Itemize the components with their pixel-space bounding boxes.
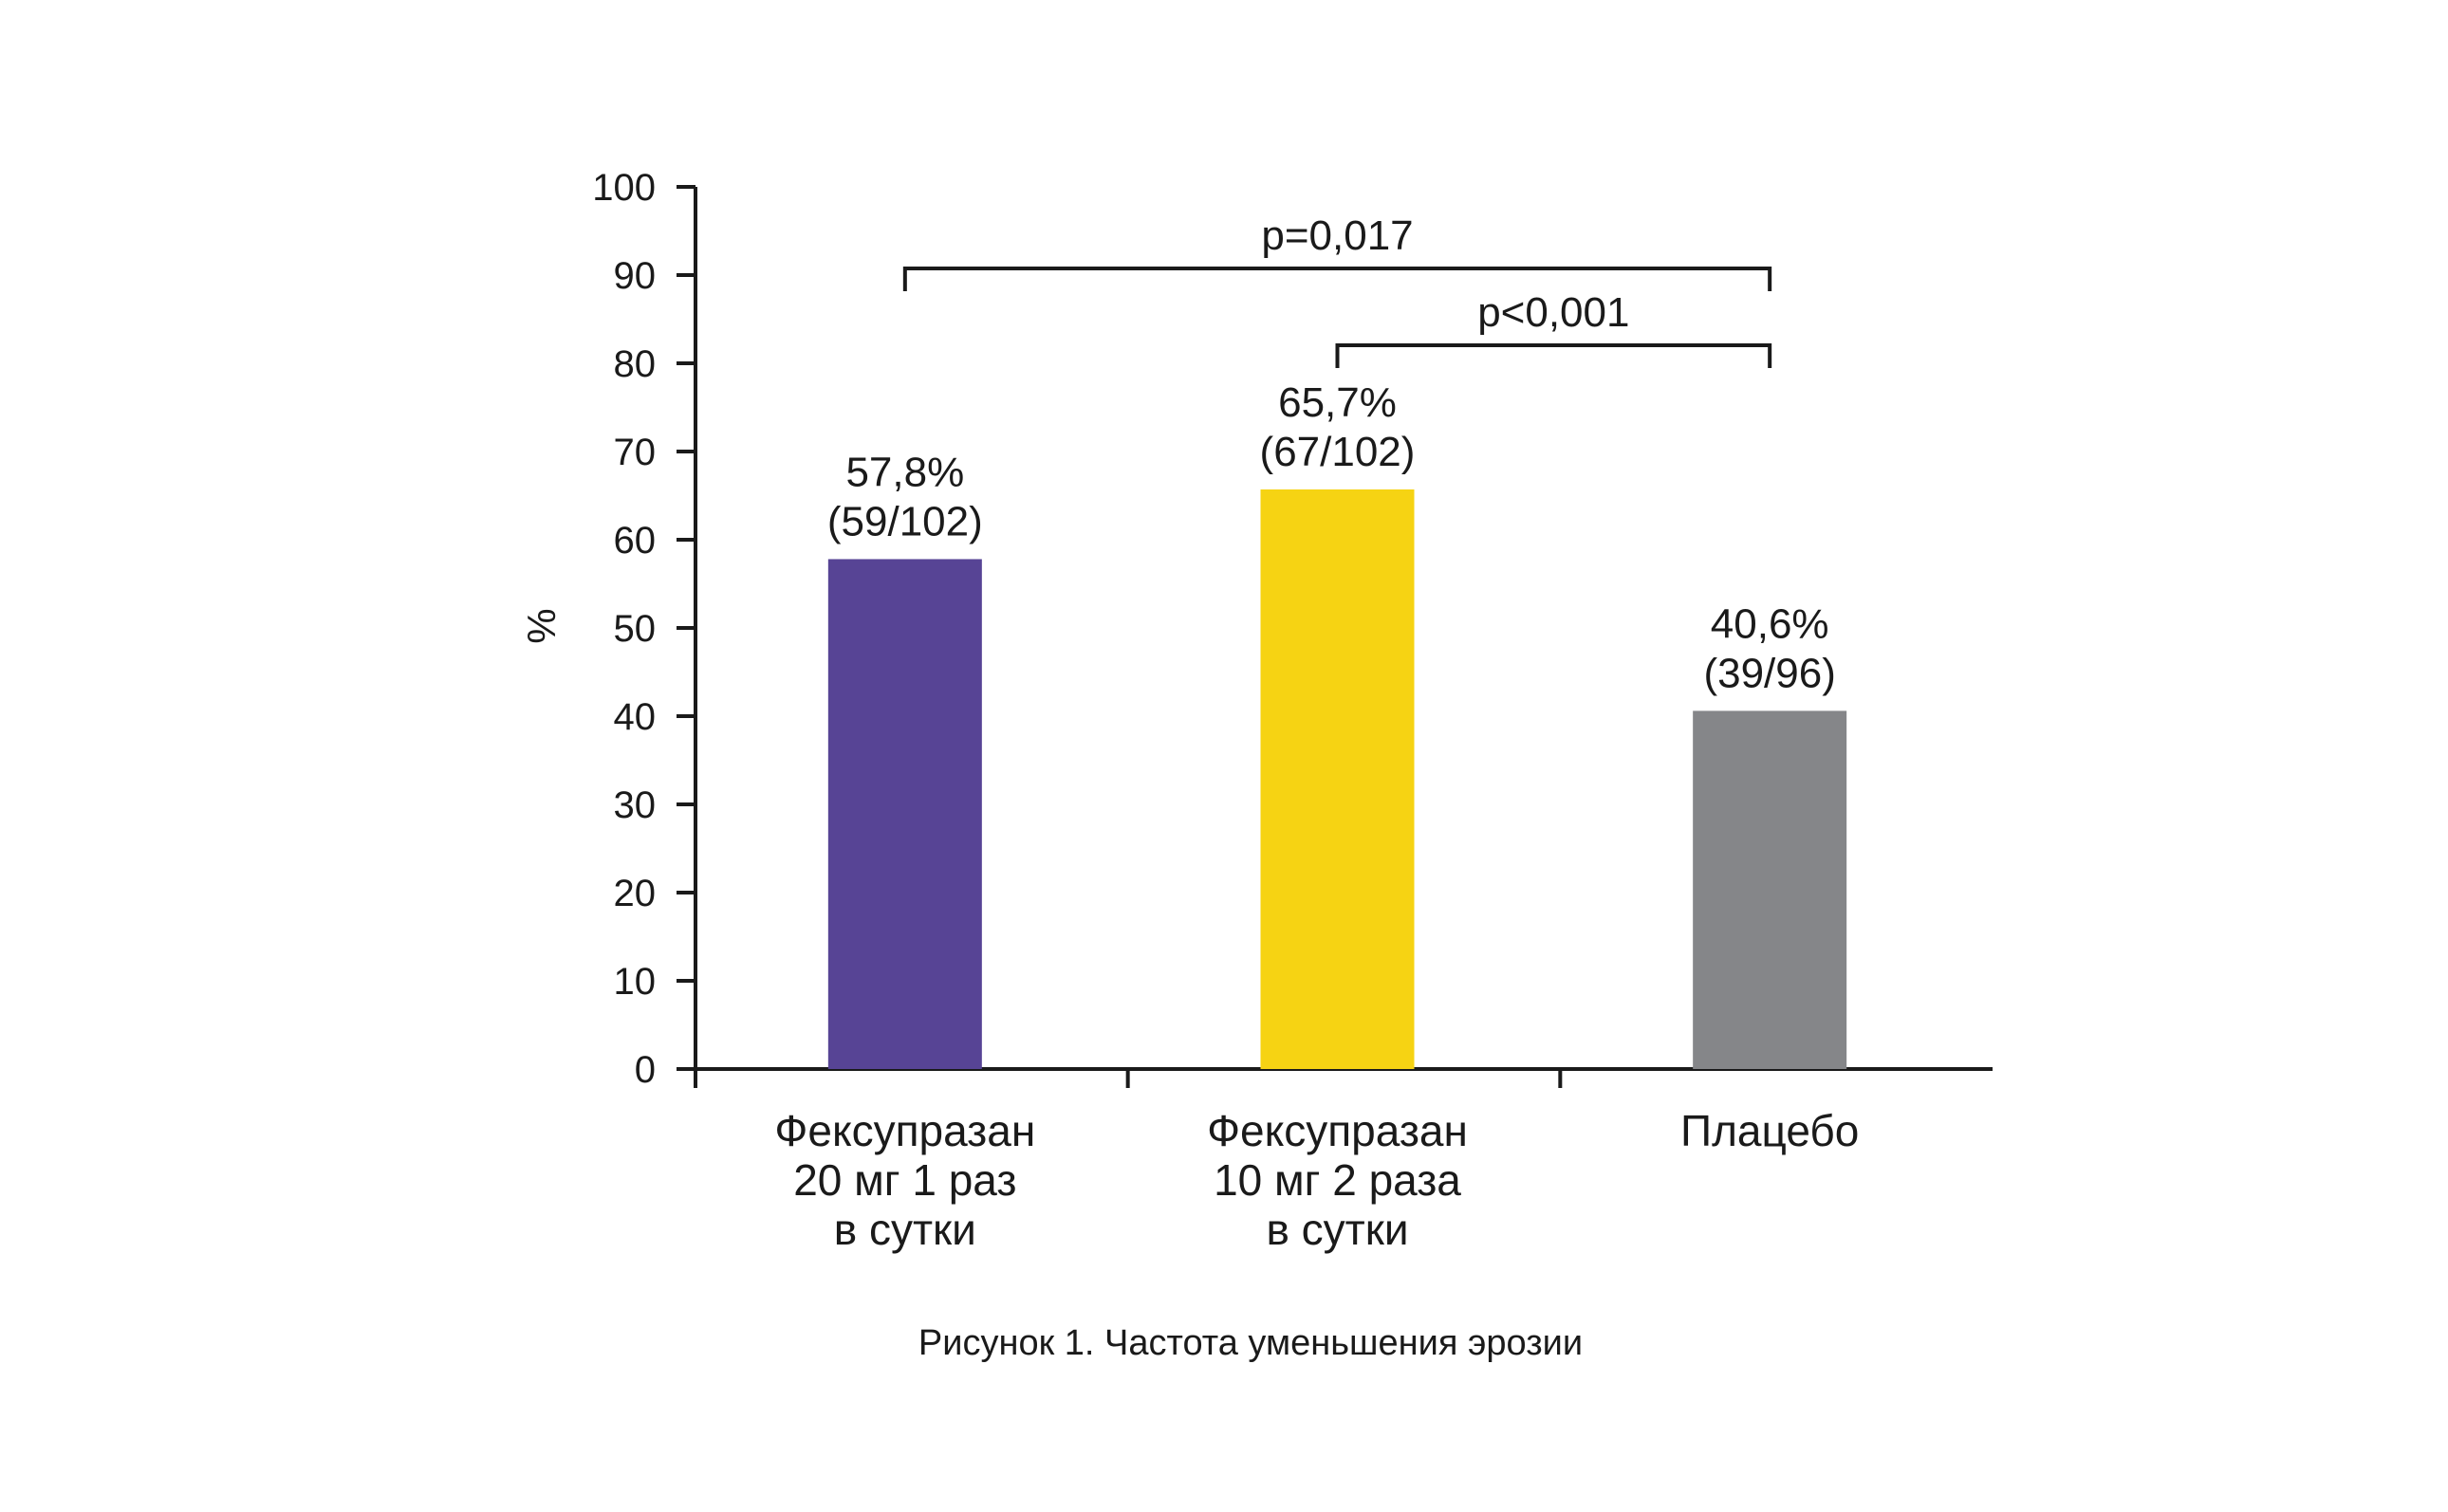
bar-value-label: 57,8% [845, 449, 964, 495]
y-tick-label: 30 [614, 784, 657, 826]
p-value-label: p=0,017 [1261, 212, 1413, 259]
category-label: в сутки [1266, 1205, 1408, 1254]
bar-count-label: (59/102) [827, 498, 983, 544]
category-label: 20 мг 1 раз [793, 1155, 1016, 1205]
significance-brackets: p=0,017 p<0,001 [902, 212, 1772, 368]
category-label: Плацебо [1680, 1106, 1859, 1155]
x-axis [695, 1067, 1993, 1088]
bar [1260, 489, 1415, 1069]
y-tick-label: 70 [614, 432, 657, 473]
bar [1693, 710, 1847, 1069]
bar-value-label: 65,7% [1278, 379, 1397, 426]
category-label: в сутки [834, 1205, 976, 1254]
y-axis: 0 10 20 30 40 50 60 70 80 90 100 [592, 167, 697, 1091]
bar [827, 559, 982, 1069]
bar-count-label: (39/96) [1703, 650, 1835, 696]
y-tick-label: 90 [614, 255, 657, 297]
category-label: 10 мг 2 раза [1214, 1155, 1461, 1205]
bar-count-label: (67/102) [1260, 429, 1416, 475]
significance-bracket [902, 267, 1772, 291]
p-value-label: p<0,001 [1477, 289, 1629, 336]
category-label: Фексупразан [1207, 1106, 1468, 1155]
y-tick-label: 60 [614, 520, 657, 562]
category-label: Фексупразан [774, 1106, 1035, 1155]
bar-value-label: 40,6% [1711, 600, 1829, 647]
significance-bracket [1335, 343, 1772, 368]
y-tick-label: 80 [614, 343, 657, 385]
figure-caption: Рисунок 1. Частота уменьшения эрозии [918, 1323, 1583, 1363]
y-tick-label: 10 [614, 961, 657, 1003]
y-tick-label: 50 [614, 608, 657, 650]
y-tick-label: 40 [614, 696, 657, 738]
y-tick-label: 0 [635, 1049, 656, 1091]
y-tick-label: 20 [614, 873, 657, 914]
y-tick-label: 100 [592, 167, 656, 209]
y-axis-title: % [519, 608, 564, 643]
